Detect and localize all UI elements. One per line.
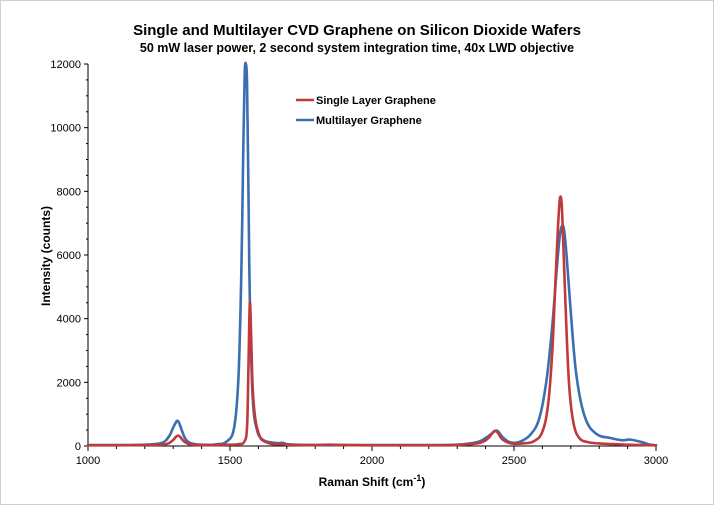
x-tick-label: 2500 <box>502 455 526 467</box>
y-tick-label: 4000 <box>57 314 81 326</box>
y-tick-label: 0 <box>75 441 81 453</box>
x-axis-label: Raman Shift (cm-1) <box>319 473 426 489</box>
x-tick-label: 2000 <box>360 455 384 467</box>
x-axis-label-superscript: -1 <box>413 473 421 483</box>
y-axis-ticks: 0 2000 4000 6000 8000 10000 12000 <box>50 59 88 453</box>
y-tick-label: 6000 <box>57 250 81 262</box>
legend-label-multilayer: Multilayer Graphene <box>316 115 422 127</box>
x-tick-label: 1000 <box>76 455 100 467</box>
y-tick-label: 12000 <box>50 59 81 71</box>
y-tick-label: 10000 <box>50 123 81 135</box>
x-axis-label-main: Raman Shift (cm <box>319 475 414 489</box>
x-axis-ticks: 1000 1500 2000 2500 3000 <box>76 446 668 467</box>
x-tick-label: 1500 <box>218 455 242 467</box>
series-line-single-layer <box>86 195 658 447</box>
legend: Single Layer Graphene Multilayer Graphen… <box>296 95 436 127</box>
x-tick-label: 3000 <box>644 455 668 467</box>
chart-title: Single and Multilayer CVD Graphene on Si… <box>133 22 581 39</box>
y-tick-label: 2000 <box>57 377 81 389</box>
x-axis-label-tail: ) <box>421 475 425 489</box>
legend-label-single-layer: Single Layer Graphene <box>316 95 436 107</box>
y-tick-label: 8000 <box>57 186 81 198</box>
y-axis-label: Intensity (counts) <box>39 206 53 306</box>
chart-subtitle: 50 mW laser power, 2 second system integ… <box>139 41 575 55</box>
series-layer <box>86 61 658 447</box>
